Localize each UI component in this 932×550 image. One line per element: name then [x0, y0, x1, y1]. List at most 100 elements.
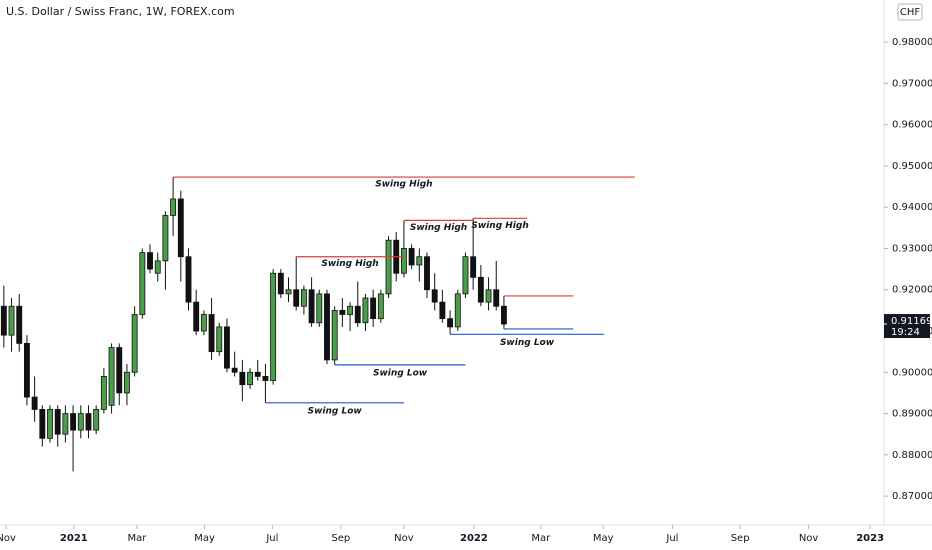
- candle-body: [308, 289, 315, 324]
- candle-body: [231, 367, 238, 373]
- swing-label: Swing Low: [500, 338, 555, 348]
- candle-body: [293, 289, 300, 307]
- x-tick-label: Jul: [665, 533, 678, 544]
- candle-body: [408, 248, 415, 266]
- swing-label: Swing High: [375, 180, 432, 190]
- x-tick-label: Mar: [128, 533, 148, 544]
- x-tick-label: 2023: [856, 533, 884, 544]
- candle-body: [447, 318, 454, 328]
- candle-body: [77, 413, 84, 431]
- candle-body: [139, 252, 146, 315]
- candle-body: [485, 289, 492, 303]
- candle-body: [500, 305, 507, 325]
- candle-body: [100, 376, 107, 410]
- candle-body: [347, 305, 353, 315]
- candle-body: [385, 239, 392, 295]
- candle-body: [185, 256, 192, 303]
- y-tick-label: 0.98000: [892, 37, 932, 48]
- candle-body: [493, 289, 500, 307]
- x-tick-label: 2021: [60, 533, 88, 544]
- candle-body: [370, 297, 377, 320]
- x-tick-label: Sep: [331, 533, 350, 544]
- x-tick-label: 2022: [460, 533, 488, 544]
- currency-box[interactable]: [897, 3, 923, 21]
- currency[interactable]: CHF: [900, 7, 921, 18]
- candle-body: [162, 215, 169, 262]
- y-tick-label: 0.88000: [892, 450, 932, 461]
- candle-body: [354, 305, 361, 324]
- swing-label: Swing High: [321, 259, 378, 269]
- candle-body: [23, 342, 30, 398]
- candle-body: [116, 347, 123, 394]
- candle-body: [270, 272, 277, 381]
- candle-body: [454, 293, 461, 328]
- y-tick-label: 0.96000: [892, 120, 932, 131]
- candle-body: [147, 252, 153, 270]
- candle-body: [8, 305, 15, 336]
- x-tick-label: May: [194, 533, 215, 544]
- candle-body: [277, 272, 284, 295]
- y-tick-label: 0.95000: [892, 161, 932, 172]
- candle-body: [216, 326, 223, 353]
- swing-label: Swing High: [471, 221, 528, 231]
- candle-body: [431, 289, 438, 303]
- candle-body: [85, 413, 92, 431]
- candle-body: [16, 305, 23, 344]
- y-tick-label: 0.94000: [892, 202, 932, 213]
- candle-body: [124, 371, 130, 394]
- candle-body: [339, 309, 346, 315]
- candle-body: [247, 371, 253, 386]
- y-tick-label: 0.97000: [892, 78, 932, 89]
- candle-body: [177, 198, 184, 258]
- x-tick-label: Sep: [731, 533, 750, 544]
- countdown: 19:24: [891, 327, 920, 338]
- candle-body: [331, 309, 338, 361]
- candle-body: [31, 396, 38, 410]
- candle-body: [462, 256, 469, 295]
- candle-body: [262, 376, 269, 381]
- last-price-box: [884, 314, 930, 339]
- candle-body: [400, 248, 407, 274]
- x-tick-label: Nov: [394, 533, 414, 544]
- candle-body: [54, 409, 61, 435]
- y-tick-label: 0.89000: [892, 409, 932, 420]
- x-tick-label: May: [593, 533, 614, 544]
- candle-body: [470, 256, 477, 278]
- x-tick-label: Nov: [799, 533, 819, 544]
- candle-body: [324, 293, 330, 361]
- candle-body: [200, 314, 207, 332]
- candle-body: [239, 371, 246, 386]
- candle-body: [154, 260, 161, 274]
- candle-body: [0, 305, 7, 336]
- candle-body: [170, 198, 177, 216]
- swing-label: Swing High: [410, 223, 467, 233]
- candle-body: [362, 297, 369, 324]
- swing-label: Swing Low: [373, 368, 428, 378]
- y-tick-label: 0.87000: [892, 491, 932, 502]
- candle-body: [47, 409, 53, 439]
- candle-body: [316, 293, 323, 324]
- candle-body: [62, 413, 69, 435]
- swing-label: Swing Low: [308, 406, 363, 416]
- candle-body: [193, 301, 200, 332]
- candle-body: [108, 347, 115, 406]
- y-tick-label: 0.90000: [892, 367, 932, 378]
- candle-body: [39, 409, 46, 439]
- y-tick-label: 0.93000: [892, 243, 932, 254]
- candle-body: [416, 256, 423, 266]
- x-tick-label: Mar: [531, 533, 551, 544]
- x-tick-label: Nov: [0, 533, 16, 544]
- chart-title: U.S. Dollar / Swiss Franc, 1W, FOREX.com: [6, 5, 235, 18]
- candle-body: [377, 293, 384, 320]
- candle-body: [208, 314, 215, 353]
- y-tick-label: 0.92000: [892, 285, 932, 296]
- candle-body: [93, 409, 100, 431]
- candle-body: [285, 289, 292, 295]
- candle-body: [131, 314, 138, 373]
- candle-body: [70, 413, 77, 431]
- candle-body: [477, 276, 484, 303]
- candle-body: [224, 326, 230, 369]
- candle-body: [300, 289, 307, 307]
- candle-body: [254, 371, 261, 377]
